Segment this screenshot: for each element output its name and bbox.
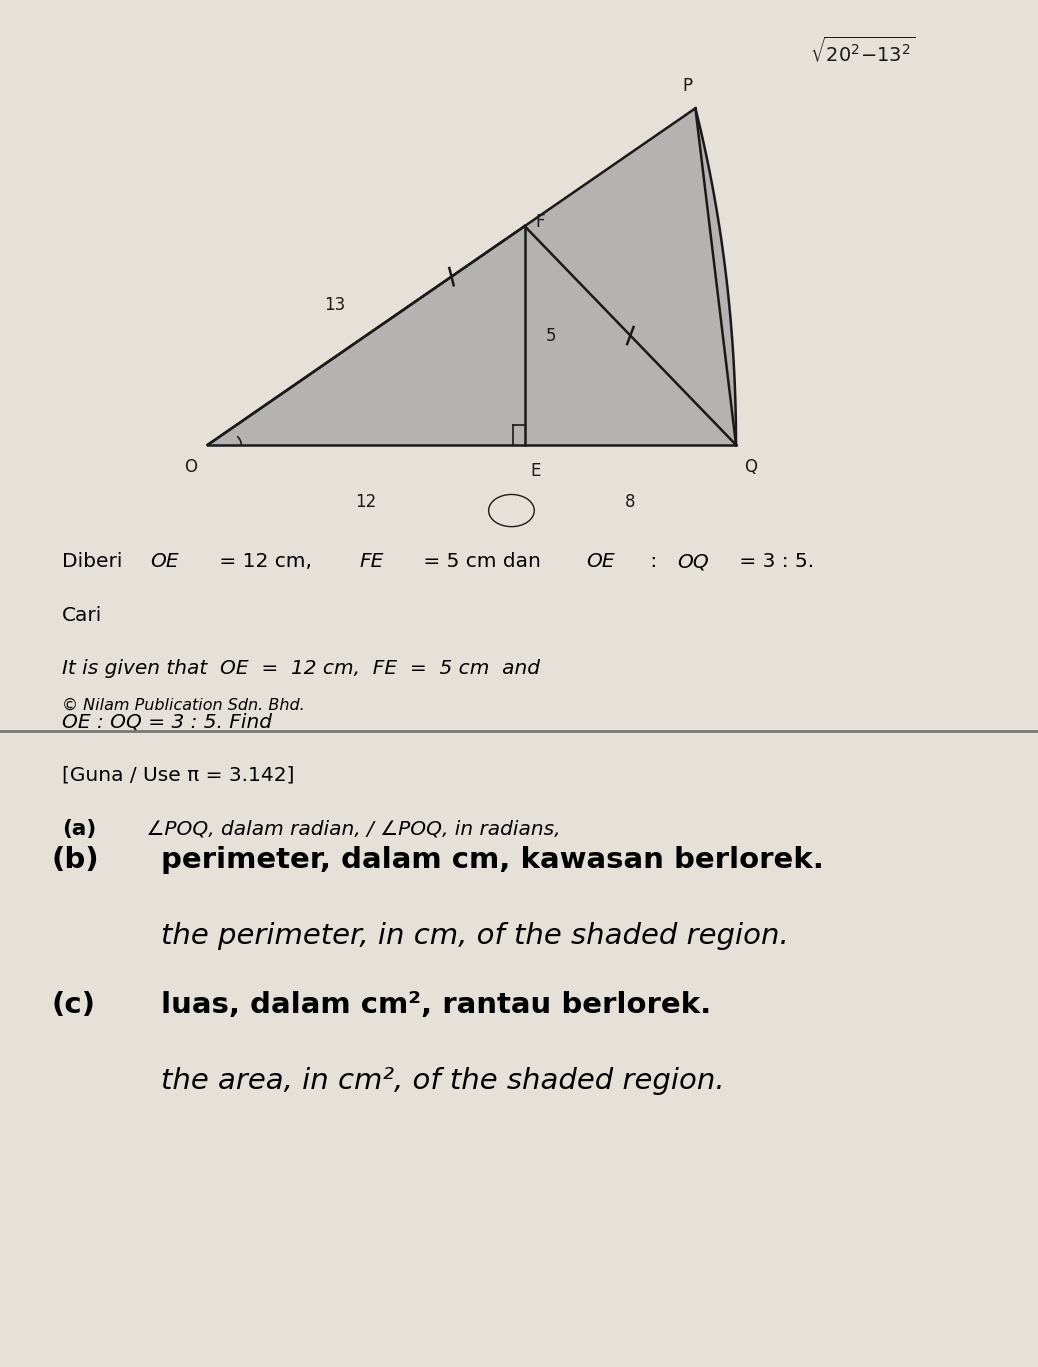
Text: OQ: OQ — [677, 552, 709, 571]
Text: Q: Q — [744, 458, 757, 476]
Text: OE : OQ = 3 : 5. Find: OE : OQ = 3 : 5. Find — [62, 712, 272, 731]
Text: OE: OE — [151, 552, 180, 571]
Text: P: P — [682, 77, 692, 96]
Text: $\sqrt{20^2{-}13^2}$: $\sqrt{20^2{-}13^2}$ — [810, 37, 914, 67]
Text: © Nilam Publication Sdn. Bhd.: © Nilam Publication Sdn. Bhd. — [62, 699, 305, 714]
Text: OE: OE — [586, 552, 616, 571]
Text: [Guna / Use π = 3.142]: [Guna / Use π = 3.142] — [62, 766, 295, 785]
Text: 8: 8 — [625, 493, 635, 511]
Text: O: O — [184, 458, 197, 476]
Text: (b): (b) — [52, 846, 100, 874]
Text: = 3 : 5.: = 3 : 5. — [733, 552, 814, 571]
Text: Cari: Cari — [62, 606, 103, 625]
Text: :: : — [644, 552, 663, 571]
Text: ∠POQ, dalam radian, / ∠POQ, in radians,: ∠POQ, dalam radian, / ∠POQ, in radians, — [140, 819, 561, 838]
Polygon shape — [208, 108, 736, 444]
Text: luas, dalam cm², rantau berlorek.: luas, dalam cm², rantau berlorek. — [161, 991, 711, 1018]
Text: 5: 5 — [546, 327, 556, 344]
Text: (a): (a) — [62, 819, 97, 839]
Text: 12: 12 — [355, 493, 377, 511]
Text: the area, in cm², of the shaded region.: the area, in cm², of the shaded region. — [161, 1068, 725, 1095]
Text: perimeter, dalam cm, kawasan berlorek.: perimeter, dalam cm, kawasan berlorek. — [161, 846, 824, 874]
Text: FE: FE — [359, 552, 383, 571]
Text: Diberi: Diberi — [62, 552, 129, 571]
Text: = 5 cm dan: = 5 cm dan — [417, 552, 547, 571]
Text: the perimeter, in cm, of the shaded region.: the perimeter, in cm, of the shaded regi… — [161, 923, 789, 950]
Text: = 12 cm,: = 12 cm, — [213, 552, 319, 571]
Text: F: F — [536, 213, 545, 231]
Text: It is given that  OE  =  12 cm,  FE  =  5 cm  and: It is given that OE = 12 cm, FE = 5 cm a… — [62, 659, 541, 678]
Text: 13: 13 — [324, 295, 345, 314]
Text: (c): (c) — [52, 991, 95, 1018]
Text: E: E — [530, 462, 541, 480]
